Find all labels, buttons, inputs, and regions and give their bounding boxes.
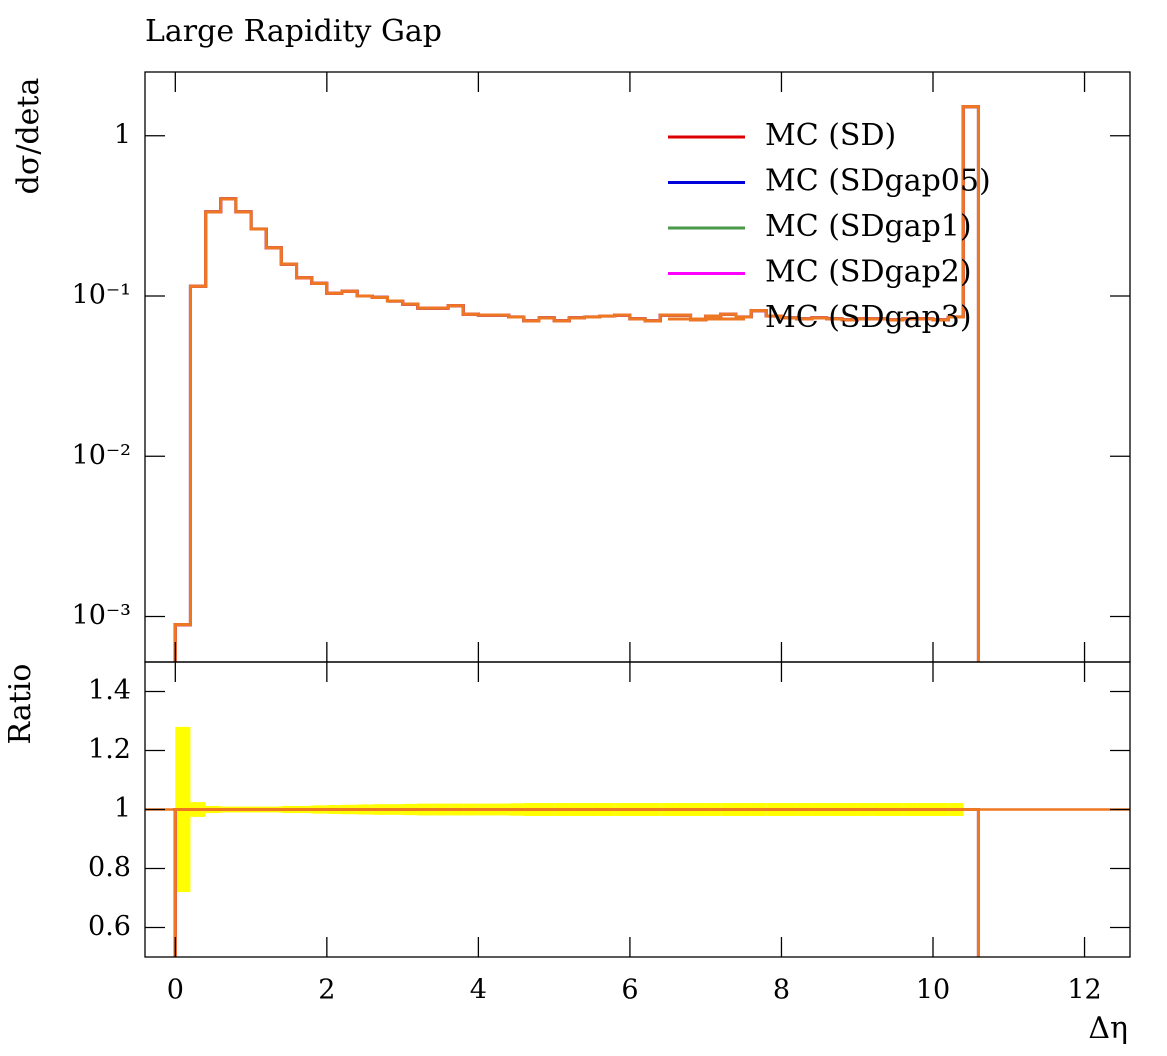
legend-label: MC (SDgap1) [765,209,972,244]
main-frame [144,71,1131,663]
y-tick-label: 10⁻² [72,440,131,471]
y-tick-label: 0.8 [88,852,131,883]
x-tick-label: 6 [621,975,638,1006]
y-tick-label: 10⁻³ [72,600,131,631]
ratio-frame [144,661,1131,958]
x-tick-label: 0 [167,975,184,1006]
y-tick-label: 0.6 [88,911,131,942]
x-tick-label: 10 [916,975,950,1006]
step-outline [173,808,980,957]
y-tick-label: 1.2 [88,734,131,765]
main-plot [173,105,980,662]
chart-title: Large Rapidity Gap [145,14,442,49]
y-tick-label: 1 [114,119,131,150]
y-axis-label: dσ/deta [11,78,46,195]
x-tick-label: 8 [773,975,790,1006]
legend-label: MC (SD) [765,118,896,153]
y-tick-label: 1.4 [88,675,131,706]
ratio-axis-label: Ratio [3,664,38,745]
step-outline [173,808,980,957]
x-tick-label: 2 [318,975,335,1006]
step-outline [173,808,980,957]
step-outline [173,808,980,957]
x-tick-label: 12 [1067,975,1101,1006]
legend-label: MC (SDgap2) [765,255,972,290]
y-tick-label: 10⁻¹ [72,280,131,311]
y-tick-label: 1 [114,793,131,824]
legend-label: MC (SDgap05) [765,164,991,199]
ratio-plot [145,726,1130,957]
legend-label: MC (SDgap3) [765,300,972,335]
x-axis-label: Δη [1088,1011,1128,1046]
x-tick-label: 4 [470,975,487,1006]
axes: 10⁻³ 10⁻² 10⁻¹ 1 0.6 0.8 1 1.2 1.4 0 2 4 6 8 10 12 [72,72,1130,1006]
step-outline [173,808,980,957]
